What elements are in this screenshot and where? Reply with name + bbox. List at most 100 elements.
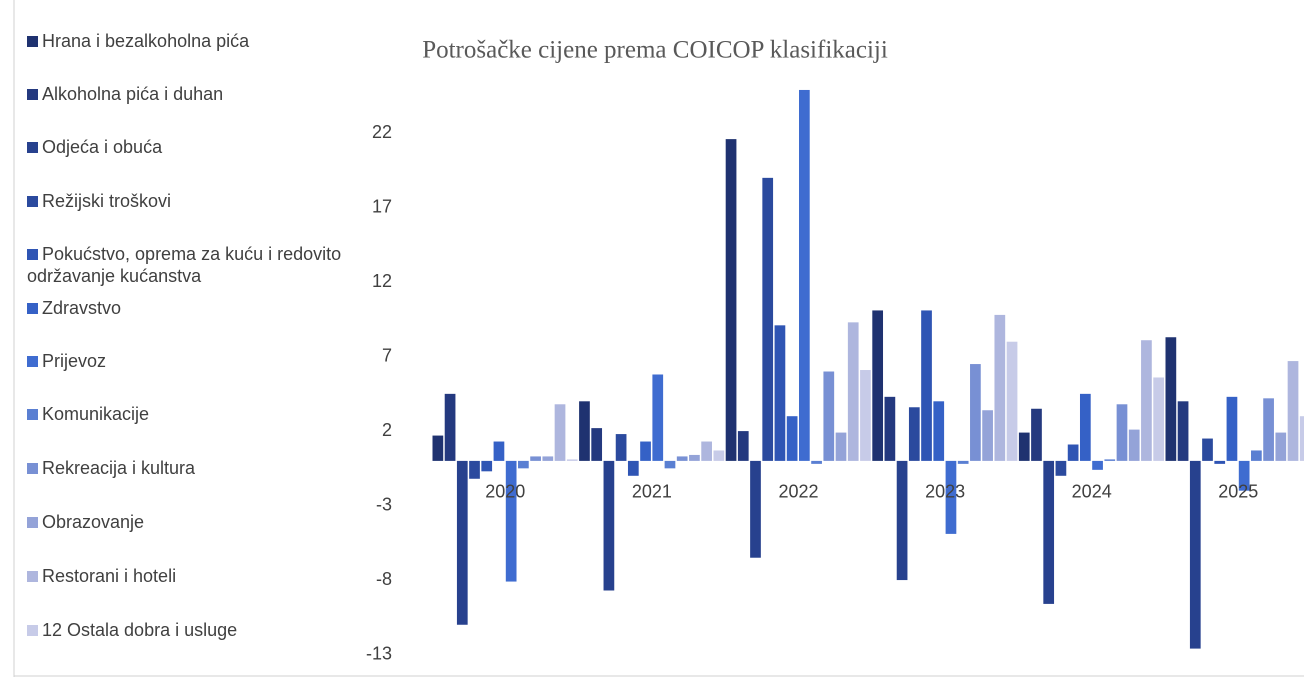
bar [603, 460, 615, 591]
legend-swatch [27, 142, 38, 153]
bar [1165, 337, 1177, 461]
legend-swatch [27, 517, 38, 528]
legend-item: Pokućstvo, oprema za kuću i redovito odr… [27, 243, 347, 287]
bar [750, 460, 761, 558]
legend-item: Rekreacija i kultura [27, 457, 347, 479]
legend-item: Komunikacije [27, 403, 347, 425]
bar [1287, 361, 1299, 461]
bar [1104, 459, 1116, 461]
legend-item: Obrazovanje [27, 511, 347, 533]
legend-label: Obrazovanje [42, 512, 145, 532]
bar [1299, 416, 1304, 461]
bar [970, 364, 981, 461]
bar [640, 441, 651, 461]
legend-swatch [27, 409, 38, 420]
x-tick-label: 2022 [778, 482, 818, 502]
bar [664, 460, 676, 469]
bar [1214, 460, 1226, 464]
bar [554, 404, 566, 461]
x-tick-label: 2025 [1218, 482, 1258, 502]
bar [762, 177, 774, 461]
bar [701, 441, 712, 461]
legend-item: Zdravstvo [27, 297, 347, 319]
bar [982, 410, 993, 461]
bar [591, 428, 603, 461]
legend-item: Prijevoz [27, 350, 347, 372]
bar [933, 401, 945, 461]
bar [799, 89, 810, 461]
legend-swatch [27, 249, 38, 260]
legend-label: Režijski troškovi [42, 191, 172, 211]
legend-label: Restorani i hoteli [42, 566, 177, 586]
bar [725, 139, 737, 461]
y-tick-label: 22 [372, 122, 392, 142]
bar [689, 454, 700, 461]
bar [469, 460, 480, 479]
bar [1079, 393, 1091, 461]
legend-label: Hrana i bezalkoholna pića [42, 31, 250, 51]
bar [505, 460, 517, 582]
legend-item: Odjeća i obuća [27, 136, 347, 158]
legend-item: Hrana i bezalkoholna pića [27, 30, 347, 52]
legend-swatch [27, 625, 38, 636]
legend-swatch [27, 196, 38, 207]
legend-swatch [27, 36, 38, 47]
bar [908, 407, 920, 461]
y-tick-label: 2 [382, 420, 392, 440]
bar [518, 460, 529, 469]
bar [1092, 460, 1103, 470]
bar [1018, 432, 1030, 461]
bar [823, 371, 835, 461]
bar [1055, 460, 1067, 476]
bar [456, 460, 468, 625]
legend-swatch [27, 571, 38, 582]
y-tick-label: -3 [376, 494, 392, 514]
bar [835, 432, 847, 461]
y-tick-label: 12 [372, 271, 392, 291]
bar [811, 460, 822, 464]
bar [530, 456, 541, 461]
bar [921, 310, 932, 461]
bar [847, 322, 859, 461]
legend-label: Pokućstvo, oprema za kuću i redovito odr… [27, 244, 342, 286]
legend-swatch [27, 463, 38, 474]
legend-label: Zdravstvo [42, 298, 122, 318]
bar [676, 456, 688, 461]
bar [786, 416, 798, 461]
legend-label: Rekreacija i kultura [42, 458, 196, 478]
bar [1128, 429, 1140, 461]
legend-label: Prijevoz [42, 351, 107, 371]
legend-item: Alkoholna pića i duhan [27, 83, 347, 105]
bar [713, 450, 725, 461]
bar [566, 459, 578, 461]
bar [1202, 438, 1213, 461]
legend-item: Restorani i hoteli [27, 565, 347, 587]
legend-item: 12 Ostala dobra i usluge [27, 619, 347, 641]
bar [1238, 460, 1250, 491]
bar [1226, 396, 1238, 461]
bar [737, 431, 749, 461]
y-tick-label: 17 [372, 196, 392, 216]
legend-label: Komunikacije [42, 404, 150, 424]
bar [994, 314, 1006, 461]
bar [1067, 444, 1079, 461]
legend-label: Alkoholna pića i duhan [42, 84, 224, 104]
bar [542, 456, 554, 461]
legend-item: Režijski troškovi [27, 190, 347, 212]
bar [481, 460, 493, 472]
bar [1177, 401, 1189, 461]
legend-swatch [27, 303, 38, 314]
bar [1116, 404, 1128, 461]
bar [432, 435, 444, 461]
bar [774, 325, 786, 461]
bar [652, 374, 664, 461]
bar [1043, 460, 1055, 604]
bar [1153, 377, 1164, 461]
bar [1275, 432, 1287, 461]
y-tick-label: 7 [382, 345, 392, 365]
bar [1263, 398, 1274, 461]
y-tick-label: -8 [376, 569, 392, 589]
bar [579, 401, 590, 461]
bar [1141, 340, 1152, 461]
